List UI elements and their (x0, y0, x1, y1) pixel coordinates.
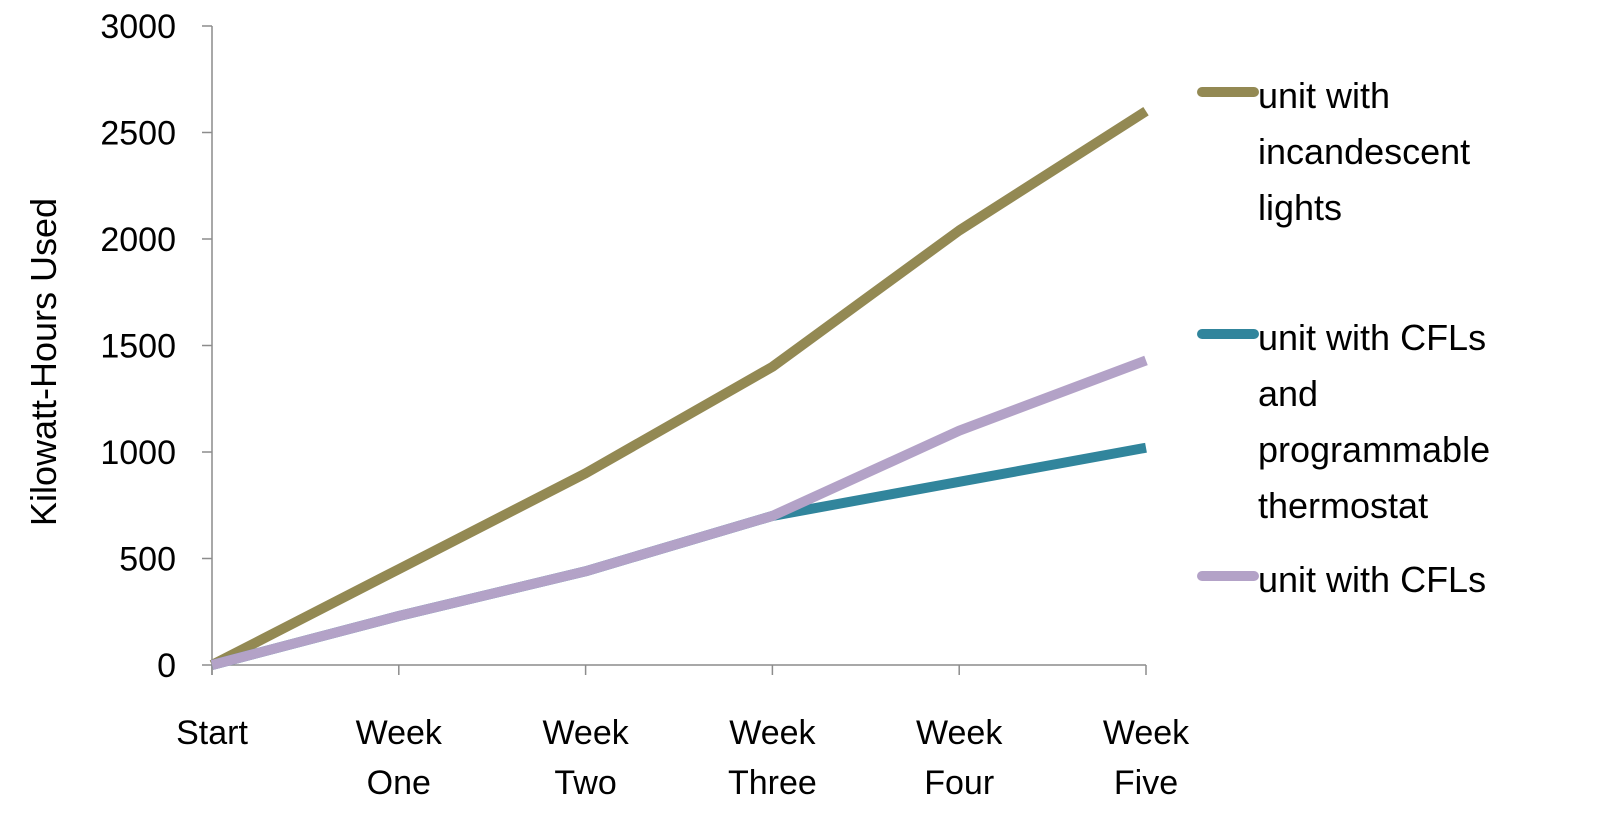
axes (202, 25, 1147, 675)
y-tick-label: 2500 (100, 115, 176, 153)
legend: unit with incandescent lights unit with CFL… (1197, 75, 1490, 600)
y-tick-label: 2000 (100, 221, 176, 259)
y-tick-labels: 0 500 1000 1500 2000 2500 3000 (100, 8, 176, 685)
x-tick-labels: Start Week One Week Two Week Three Week Four Week… (176, 714, 1190, 802)
y-axis-label: Kilowatt-Hours Used (23, 198, 64, 526)
legend-label: unit with incandescent lights (1258, 75, 1470, 228)
x-tick-label: Week Four (916, 714, 1003, 802)
legend-entry-3: unit with CFLs (1197, 559, 1486, 600)
y-tick-label: 3000 (100, 8, 176, 46)
legend-label: unit with CFLs and programmable thermostat (1258, 317, 1490, 526)
legend-entry-1: unit with incandescent lights (1197, 75, 1470, 228)
legend-entry-2: unit with CFLs and programmable thermostat (1197, 317, 1490, 526)
series-lines (209, 106, 1149, 670)
x-tick-label: Start (176, 714, 248, 752)
y-tick-label: 0 (157, 647, 176, 685)
series-line-1 (209, 106, 1149, 670)
y-tick-label: 1500 (100, 328, 176, 366)
x-tick-label: Week Three (728, 714, 817, 802)
series-line-3 (210, 355, 1148, 670)
x-tick-label: Week One (356, 714, 443, 802)
y-axis-label-group: Kilowatt-Hours Used (23, 198, 64, 526)
y-tick-label: 500 (119, 541, 176, 579)
y-tick-label: 1000 (100, 434, 176, 472)
x-tick-label: Week Two (542, 714, 629, 802)
x-tick-label: Week Five (1103, 714, 1190, 802)
legend-label: unit with CFLs (1258, 559, 1486, 600)
